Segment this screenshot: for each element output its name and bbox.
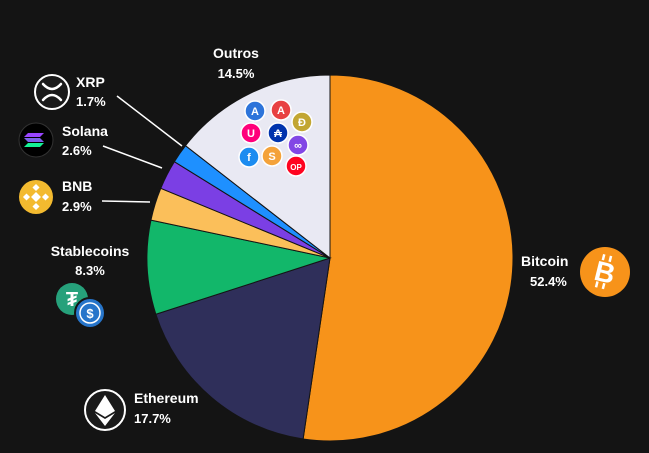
svg-text:$: $: [86, 306, 94, 321]
bitcoin-icon: B: [580, 247, 630, 297]
svg-text:∞: ∞: [294, 140, 302, 152]
leader-lines: [101, 95, 183, 203]
bnb-icon: [19, 180, 53, 214]
tether-usdc-icon: ₮$: [56, 283, 106, 329]
ethereum-icon: [84, 389, 126, 431]
coin-icons: ₮$B: [18, 74, 630, 431]
svg-text:f: f: [247, 152, 251, 164]
pie-slice-bitcoin: [302, 74, 514, 442]
pie-slices: [146, 74, 514, 442]
svg-text:₮: ₮: [66, 289, 78, 311]
leader-line-xrp: [116, 95, 183, 147]
dogecoin-icon: Ð: [291, 111, 313, 133]
optimism-icon: OP: [285, 155, 307, 177]
solana-icon: [18, 122, 54, 158]
label-xrp: XRP: [76, 74, 105, 90]
pie-slice-ethereum: [155, 257, 331, 440]
svg-text:Ð: Ð: [298, 117, 306, 129]
svg-text:S: S: [268, 151, 275, 163]
label-solana: Solana: [62, 123, 108, 139]
label-ethereum: Ethereum: [134, 390, 199, 406]
arbitrum-icon: A: [244, 100, 266, 122]
fetch-ai-icon: f: [238, 146, 260, 168]
value-bitcoin: 52.4%: [530, 274, 567, 289]
label-bnb: BNB: [62, 178, 92, 194]
uniswap-icon: U: [240, 122, 262, 144]
value-xrp: 1.7%: [76, 94, 106, 109]
value-ethereum: 17.7%: [134, 411, 171, 426]
value-outros: 14.5%: [218, 66, 255, 81]
svg-text:OP: OP: [290, 163, 302, 172]
xrp-icon: [34, 74, 70, 110]
svg-text:A: A: [277, 105, 285, 117]
polygon-icon: ∞: [287, 134, 309, 156]
svg-text:₳: ₳: [274, 128, 282, 140]
value-solana: 2.6%: [62, 143, 92, 158]
leader-line-bnb: [101, 200, 151, 203]
label-outros: Outros: [213, 45, 259, 61]
shiba-inu-icon: S: [261, 145, 283, 167]
altcoin-badges: A AU ₳Ð∞f SOP: [238, 99, 313, 177]
cardano-icon: ₳: [267, 122, 289, 144]
leader-line-solana: [102, 145, 163, 169]
value-bnb: 2.9%: [62, 199, 92, 214]
pie-slice-stablecoins: [146, 219, 332, 315]
label-bitcoin: Bitcoin: [521, 253, 568, 269]
svg-text:A: A: [251, 106, 259, 118]
value-stablecoins: 8.3%: [75, 263, 105, 278]
label-stablecoins: Stablecoins: [51, 243, 130, 259]
svg-text:U: U: [247, 128, 255, 140]
avalanche-icon: A: [270, 99, 292, 121]
